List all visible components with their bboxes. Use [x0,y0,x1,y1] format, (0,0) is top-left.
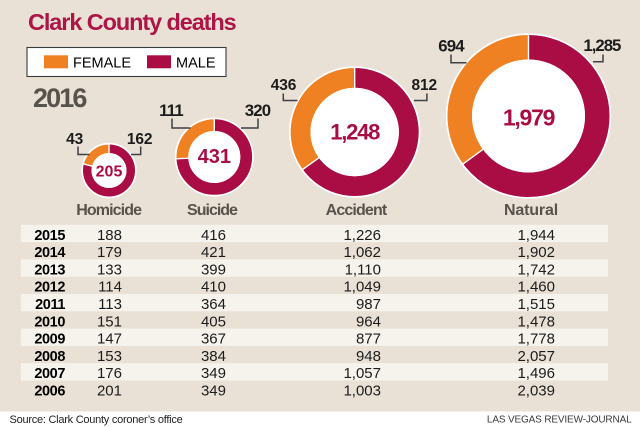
svg-text:2,039: 2,039 [517,383,555,400]
svg-text:405: 405 [201,313,226,330]
svg-text:1,515: 1,515 [517,296,555,313]
svg-text:179: 179 [97,244,122,261]
svg-text:Homicide: Homicide [76,202,142,219]
svg-text:2008: 2008 [34,349,65,365]
svg-text:1,062: 1,062 [343,244,381,261]
svg-text:1,226: 1,226 [343,227,381,244]
svg-text:2,057: 2,057 [517,348,555,365]
svg-text:1,003: 1,003 [343,383,381,400]
svg-text:Suicide: Suicide [187,202,238,219]
svg-text:1,944: 1,944 [517,227,555,244]
svg-text:LAS VEGAS REVIEW-JOURNAL: LAS VEGAS REVIEW-JOURNAL [487,415,632,426]
svg-text:1,057: 1,057 [343,365,381,382]
svg-text:948: 948 [356,348,381,365]
svg-text:436: 436 [271,77,297,94]
svg-text:812: 812 [412,77,438,94]
svg-text:43: 43 [66,131,84,148]
svg-text:399: 399 [201,261,226,278]
svg-text:1,742: 1,742 [517,261,555,278]
svg-text:205: 205 [96,164,123,181]
svg-text:2015: 2015 [34,228,65,244]
svg-text:320: 320 [245,101,271,120]
svg-text:410: 410 [201,279,226,296]
svg-text:2013: 2013 [34,262,65,278]
svg-text:877: 877 [356,331,381,348]
svg-text:349: 349 [201,383,226,400]
svg-text:114: 114 [98,279,122,296]
svg-text:1,496: 1,496 [517,365,555,382]
svg-text:Clark County deaths: Clark County deaths [28,9,237,35]
svg-text:1,049: 1,049 [343,279,381,296]
svg-text:1,110: 1,110 [345,261,381,278]
svg-text:2012: 2012 [34,280,65,296]
svg-text:2016: 2016 [33,83,87,113]
svg-text:151: 151 [97,313,122,330]
svg-text:964: 964 [356,313,381,330]
svg-text:349: 349 [201,365,226,382]
svg-text:1,285: 1,285 [583,36,621,55]
svg-text:113: 113 [98,296,122,313]
svg-text:2006: 2006 [34,384,65,400]
svg-text:1,979: 1,979 [503,105,555,131]
svg-text:987: 987 [356,296,381,313]
svg-text:1,478: 1,478 [517,313,555,330]
svg-text:153: 153 [97,348,122,365]
svg-text:FEMALE: FEMALE [73,55,131,71]
svg-text:162: 162 [127,131,153,148]
svg-text:1,460: 1,460 [517,279,555,296]
svg-text:694: 694 [438,37,465,56]
svg-text:2010: 2010 [34,314,65,330]
svg-text:421: 421 [201,244,226,261]
svg-text:2014: 2014 [34,245,65,261]
svg-text:133: 133 [97,261,122,278]
svg-text:201: 201 [97,383,122,400]
svg-text:1,902: 1,902 [517,244,555,261]
svg-text:MALE: MALE [176,55,216,71]
svg-text:431: 431 [198,146,231,168]
svg-text:176: 176 [97,365,122,382]
svg-text:2009: 2009 [34,332,65,348]
svg-text:Accident: Accident [326,202,388,219]
svg-text:111: 111 [159,101,183,120]
svg-text:188: 188 [97,227,122,244]
svg-text:367: 367 [201,331,226,348]
svg-text:364: 364 [201,296,226,313]
svg-text:Natural: Natural [504,202,558,219]
svg-text:416: 416 [201,227,226,244]
svg-text:384: 384 [201,348,226,365]
svg-text:Source: Clark County coroner’s: Source: Clark County coroner’s office [10,414,183,426]
svg-text:1,248: 1,248 [330,120,380,145]
svg-text:2011: 2011 [35,297,65,313]
svg-text:147: 147 [97,331,122,348]
svg-text:1,778: 1,778 [517,331,555,348]
svg-text:2007: 2007 [34,366,65,382]
